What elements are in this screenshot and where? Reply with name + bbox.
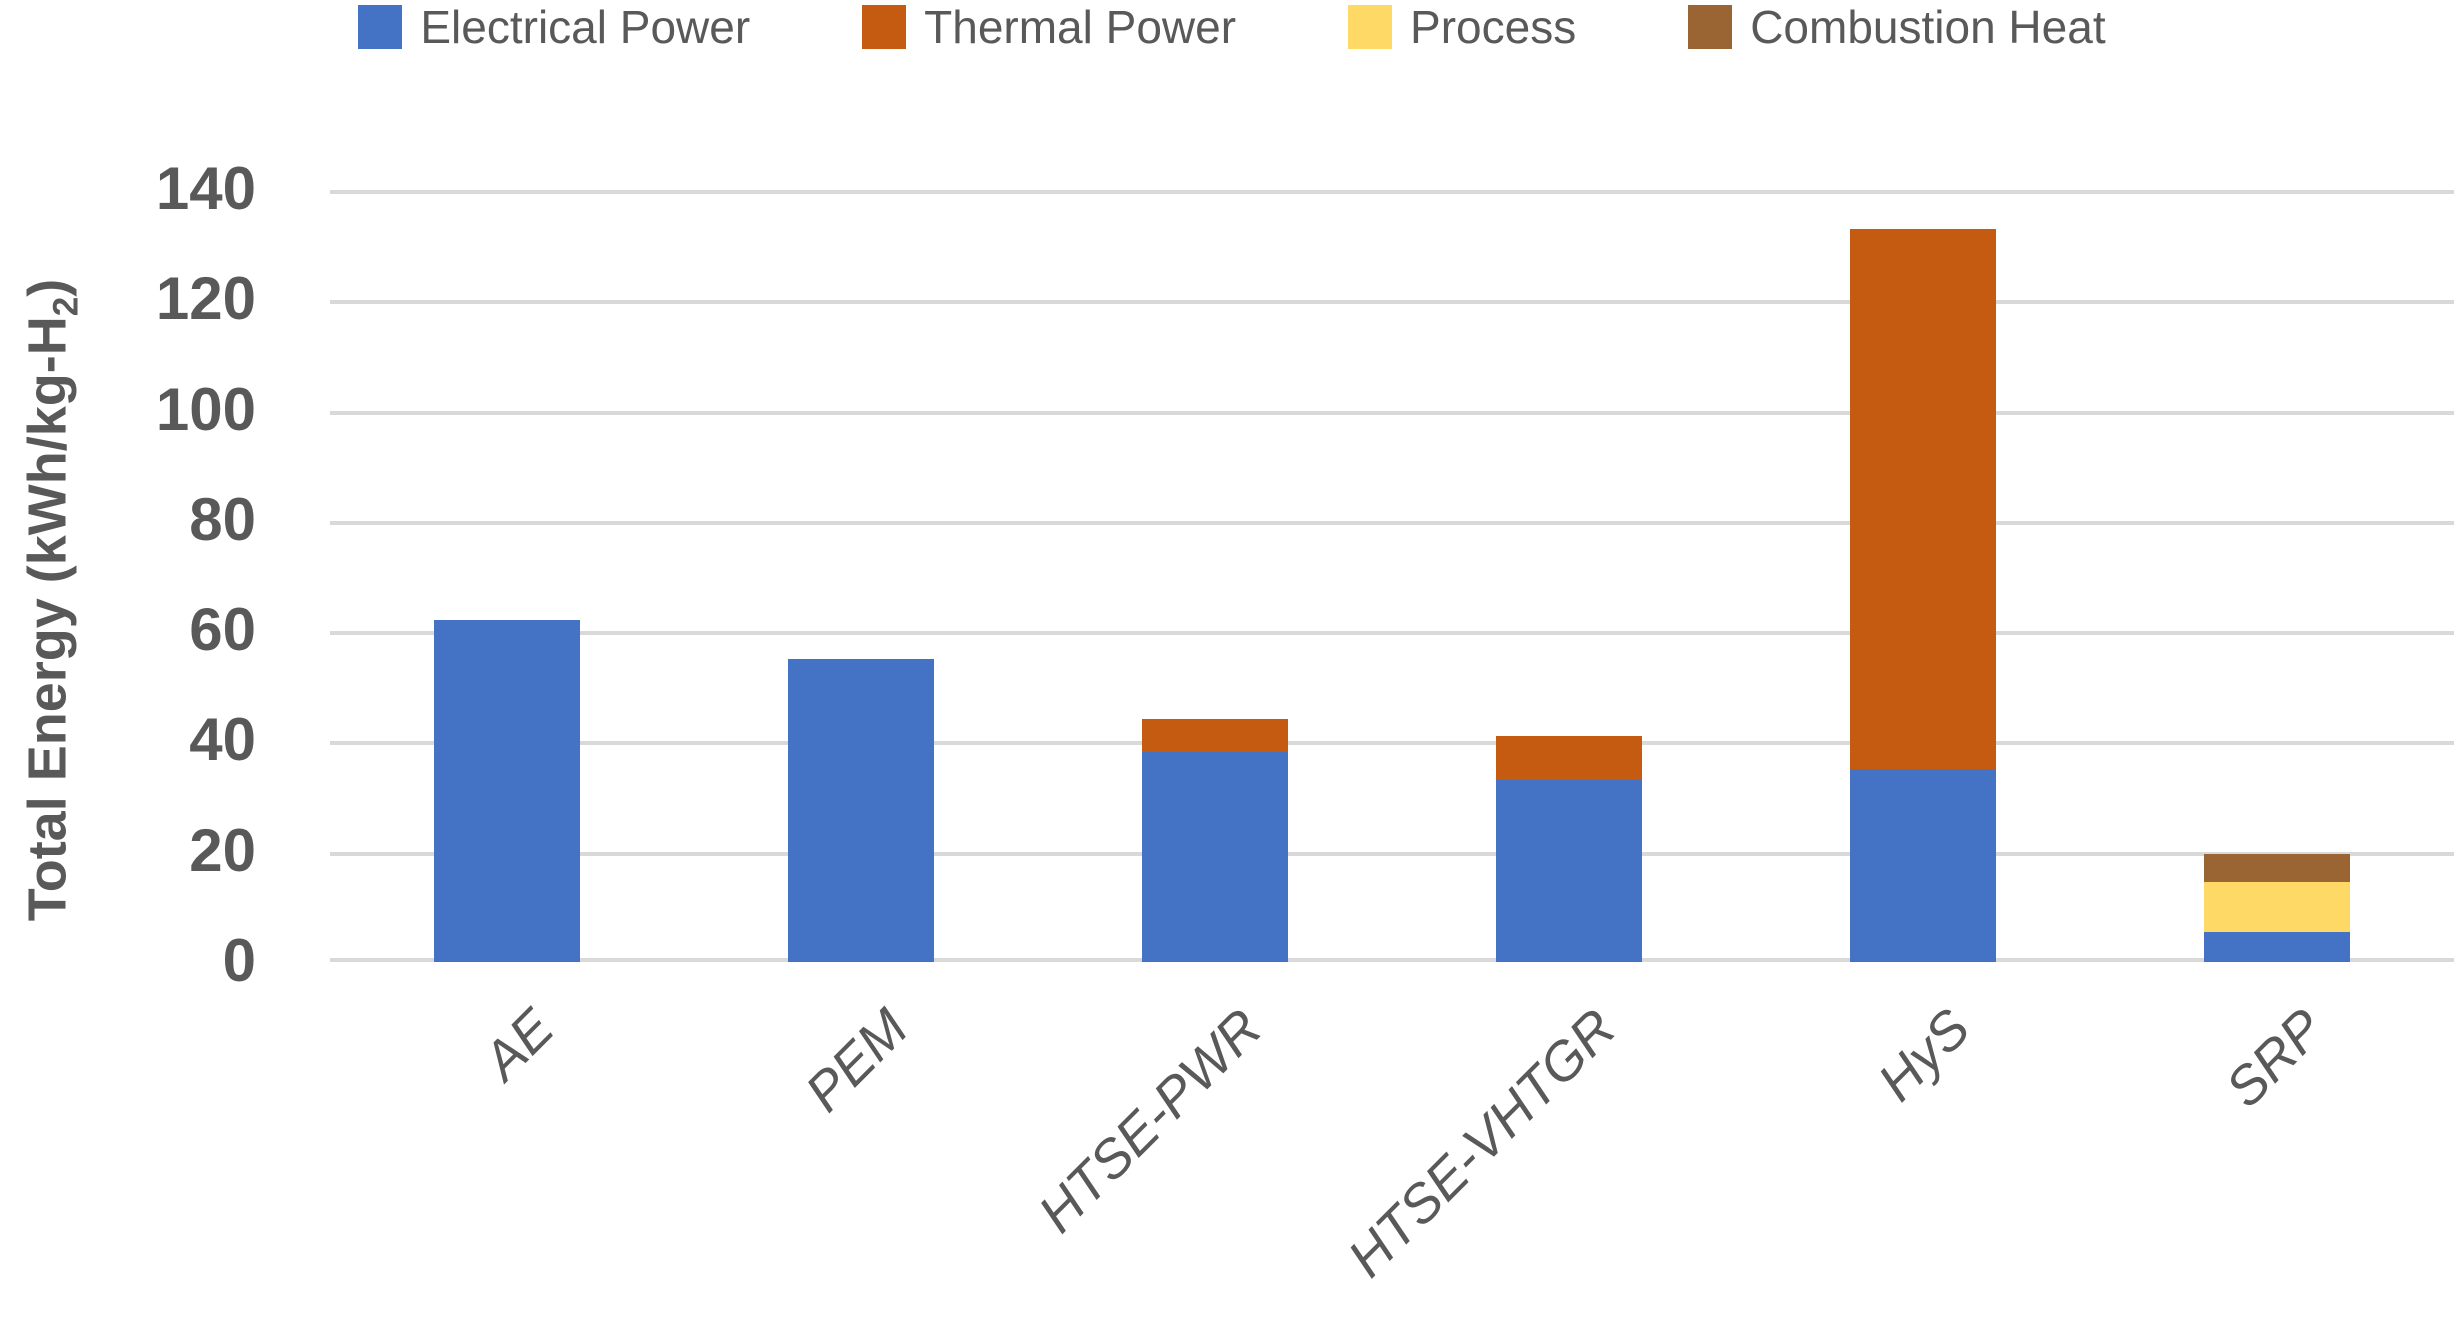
x-axis-label-HyS: HyS [1866, 997, 1982, 1113]
y-tick-label-120: 120 [155, 265, 256, 333]
x-axis-label-HTSE-PWR: HTSE-PWR [1027, 997, 1274, 1244]
legend-label: Electrical Power [420, 1, 751, 53]
bar-segment-HyS-thermal-power [1850, 228, 1996, 769]
legend-item-thermal-power: Thermal Power [862, 4, 1236, 50]
bar-segment-HTSE-PWR-thermal-power [1142, 719, 1288, 753]
legend-swatch-icon [862, 5, 907, 49]
gridline-140 [330, 190, 2454, 194]
bar-segment-HTSE-VHTGR-electrical-power [1496, 780, 1642, 962]
gridline-60 [330, 631, 2454, 636]
gridline-120 [330, 300, 2454, 305]
legend-label: Combustion Heat [1750, 1, 2106, 53]
bar-segment-SRP-combustion-heat [2204, 854, 2350, 883]
y-tick-label-140: 140 [155, 154, 256, 222]
legend-label: Process [1410, 1, 1577, 53]
legend-swatch-icon [1688, 5, 1733, 49]
y-tick-label-0: 0 [222, 926, 256, 994]
x-axis-label-HTSE-VHTGR: HTSE-VHTGR [1336, 997, 1628, 1289]
legend-swatch-icon [358, 5, 403, 49]
legend-label: Thermal Power [924, 1, 1237, 53]
bar-segment-SRP-process [2204, 882, 2350, 932]
bar-segment-AE-electrical-power [434, 620, 580, 962]
legend-item-combustion-heat: Combustion Heat [1688, 1, 2106, 53]
bar-segment-HTSE-PWR-electrical-power [1142, 752, 1288, 962]
gridline-80 [330, 520, 2454, 525]
gridline-100 [330, 410, 2454, 415]
bar-segment-HTSE-VHTGR-thermal-power [1496, 735, 1642, 781]
chart-legend: Electrical Power Thermal Power Process Comb… [0, 4, 2464, 50]
legend-item-process: Process [1348, 4, 1576, 50]
gridline-0 [330, 958, 2454, 962]
x-axis-label-AE: AE [471, 997, 566, 1092]
x-axis-label-PEM: PEM [794, 997, 920, 1124]
legend-swatch-icon [1348, 5, 1393, 49]
bar-segment-PEM-electrical-power [788, 658, 934, 962]
gridline-20 [330, 851, 2454, 856]
y-tick-label-20: 20 [189, 816, 256, 884]
bar-segment-SRP-electrical-power [2204, 931, 2350, 962]
plot-area [330, 190, 2454, 962]
x-axis-label-SRP: SRP [2214, 997, 2336, 1119]
bar-segment-HyS-electrical-power [1850, 769, 1996, 962]
gridline-40 [330, 741, 2454, 746]
y-tick-label-100: 100 [155, 375, 256, 443]
legend-item-electrical-power: Electrical Power [358, 4, 750, 50]
y-tick-label-40: 40 [189, 706, 256, 774]
y-tick-label-60: 60 [189, 595, 256, 663]
y-tick-label-80: 80 [189, 485, 256, 553]
